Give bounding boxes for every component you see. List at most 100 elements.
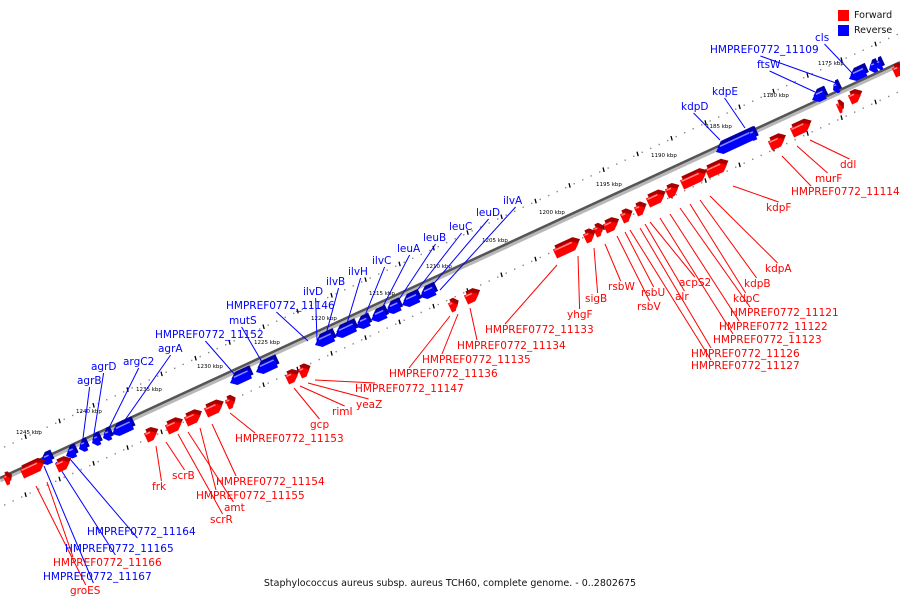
scale-label: 1235 kbp <box>136 387 162 393</box>
scale-dot <box>896 91 898 94</box>
leader-line <box>315 297 318 341</box>
gene-arrow <box>592 222 604 238</box>
scale-dot <box>641 151 643 154</box>
scale-dot <box>607 167 609 169</box>
gene-arrow <box>789 118 812 138</box>
scale-dot <box>701 124 703 126</box>
gene-label: leuA <box>397 243 421 255</box>
scale-dot <box>242 336 244 338</box>
leader-line <box>629 229 712 361</box>
gene-label: ddl <box>840 159 856 171</box>
scale-dot <box>437 245 439 248</box>
gene-arrow <box>54 456 72 473</box>
leader-line <box>593 247 599 294</box>
gene-label: murF <box>815 173 842 185</box>
scale-dots <box>4 33 898 506</box>
scale-dot <box>480 226 482 228</box>
scale-dot <box>879 41 881 44</box>
leader-line <box>469 307 478 341</box>
scale-dot <box>488 222 490 224</box>
gene-label: rsbV <box>637 301 661 313</box>
scale-label: 1190 kbp <box>651 153 677 159</box>
gene-arrow <box>552 237 581 259</box>
leader-line <box>824 43 853 74</box>
gene-label: HMPREF0772_11123 <box>713 334 822 346</box>
gene-label: agrB <box>77 375 102 387</box>
scale-dot <box>692 186 694 188</box>
leader-line <box>293 387 320 420</box>
leader-line <box>314 379 376 384</box>
gene-arrow <box>833 78 843 94</box>
scale-dot <box>556 190 558 193</box>
scale-dot <box>769 92 771 95</box>
leader-line <box>35 485 87 586</box>
gene-arrow <box>103 426 114 441</box>
scale-dot <box>437 303 439 306</box>
scale-label: 1240 kbp <box>76 409 102 415</box>
gene-arrow <box>716 125 758 155</box>
gene-arrow <box>767 133 786 151</box>
gene-arrow <box>2 471 12 486</box>
scale-tick <box>262 382 265 388</box>
gene-label: HMPREF0772_11166 <box>53 557 162 569</box>
scale-dot <box>582 179 584 181</box>
scale-dot <box>38 430 40 432</box>
gene-arrow <box>891 62 900 78</box>
scale-dot <box>820 127 822 129</box>
gene-label: HMPREF0772_11146 <box>226 300 335 312</box>
gene-arrow <box>847 88 863 105</box>
scale-dot <box>675 135 677 138</box>
scale-dot <box>454 296 456 298</box>
scale-dot <box>344 289 346 291</box>
leader-line <box>307 382 369 400</box>
gene-arrow <box>582 228 596 244</box>
scale-dot <box>811 73 813 75</box>
scale-dot <box>233 340 235 342</box>
scale-dot <box>318 358 320 361</box>
scale-dot <box>318 300 320 303</box>
gene-label: kdpB <box>744 278 771 290</box>
leader-line <box>796 145 828 174</box>
scale-dot <box>454 238 456 240</box>
scale-dot <box>63 418 65 421</box>
scale-dot <box>89 464 91 467</box>
scale-dot <box>505 272 507 274</box>
scale-tick <box>500 214 503 220</box>
scale-dot <box>276 320 278 322</box>
scale-label: 1215 kbp <box>369 291 395 297</box>
scale-dot <box>140 441 142 443</box>
scale-label: 1195 kbp <box>596 182 622 188</box>
gene-arrow <box>386 297 404 315</box>
scale-tick <box>364 335 367 341</box>
scale-dot <box>97 460 99 463</box>
scale-dot <box>803 135 805 137</box>
scale-dot <box>888 95 890 98</box>
leader-line <box>679 207 751 308</box>
scale-dot <box>888 37 890 40</box>
scale-dot <box>267 382 269 384</box>
leader-line <box>689 203 747 294</box>
scale-dot <box>522 264 524 267</box>
scale-tick <box>738 162 741 168</box>
scale-dot <box>267 324 269 326</box>
scale-dot <box>412 257 414 260</box>
kbp-scale: 1175 kbp 1180 kbp 1185 kbp 1190 kbp 1195 kbp… <box>16 61 844 436</box>
scale-dot <box>633 155 635 157</box>
scale-dot <box>701 182 703 184</box>
scale-dot <box>862 107 864 109</box>
scale-dot <box>752 100 754 102</box>
gene-label: HMPREF0772_11126 <box>691 348 800 360</box>
scale-tick <box>92 402 95 408</box>
gene-label: leuD <box>476 207 500 219</box>
scale-dot <box>420 311 422 314</box>
scale-dot <box>735 166 737 168</box>
scale-dot <box>80 410 82 413</box>
scale-dot <box>667 197 669 200</box>
scale-dot <box>497 276 499 278</box>
leader-line <box>441 313 459 355</box>
legend-forward: Forward <box>838 8 892 23</box>
gene-label: HMPREF0772_11155 <box>196 490 305 502</box>
scale-tick <box>840 115 843 121</box>
scale-dot <box>131 445 133 447</box>
